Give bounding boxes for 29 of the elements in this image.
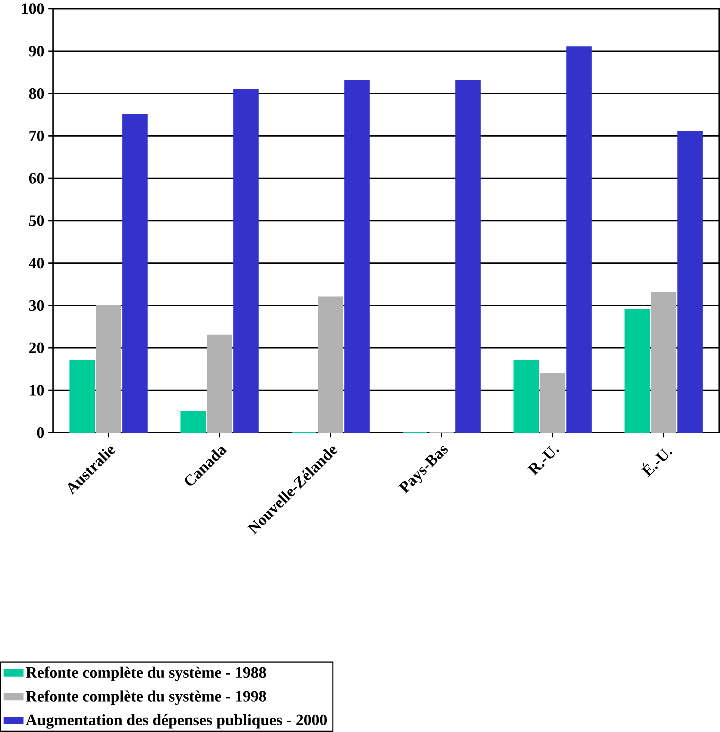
legend-label: Refonte complète du système - 1988 bbox=[26, 666, 266, 682]
y-tick-label: 0 bbox=[37, 428, 44, 438]
y-tick-label: 60 bbox=[29, 173, 44, 184]
y-tick-label: 90 bbox=[29, 46, 44, 57]
y-tick-label: 50 bbox=[29, 216, 44, 226]
bar bbox=[207, 334, 232, 434]
legend-label: Augmentation des dépenses publiques - 2000 bbox=[26, 714, 328, 729]
bar bbox=[318, 296, 344, 434]
y-tick-label: 100 bbox=[22, 4, 44, 14]
bar bbox=[180, 411, 206, 434]
bar bbox=[96, 305, 122, 434]
bar bbox=[122, 114, 148, 434]
bar bbox=[678, 131, 703, 434]
bar bbox=[344, 80, 370, 434]
bar bbox=[70, 360, 96, 434]
y-tick-label: 30 bbox=[29, 300, 44, 312]
bar bbox=[234, 89, 259, 434]
y-tick-label: 10 bbox=[30, 385, 44, 396]
bar bbox=[514, 360, 540, 434]
y-tick-label: 20 bbox=[30, 342, 44, 354]
y-tick-label: 40 bbox=[29, 258, 44, 269]
bar bbox=[624, 309, 650, 434]
bar bbox=[540, 373, 566, 434]
y-tick-label: 80 bbox=[29, 88, 44, 100]
legend-label: Refonte complète du système - 1998 bbox=[26, 690, 266, 706]
bar bbox=[651, 292, 677, 434]
y-tick-label: 70 bbox=[30, 130, 44, 142]
bar bbox=[456, 80, 481, 434]
bar bbox=[566, 46, 592, 434]
